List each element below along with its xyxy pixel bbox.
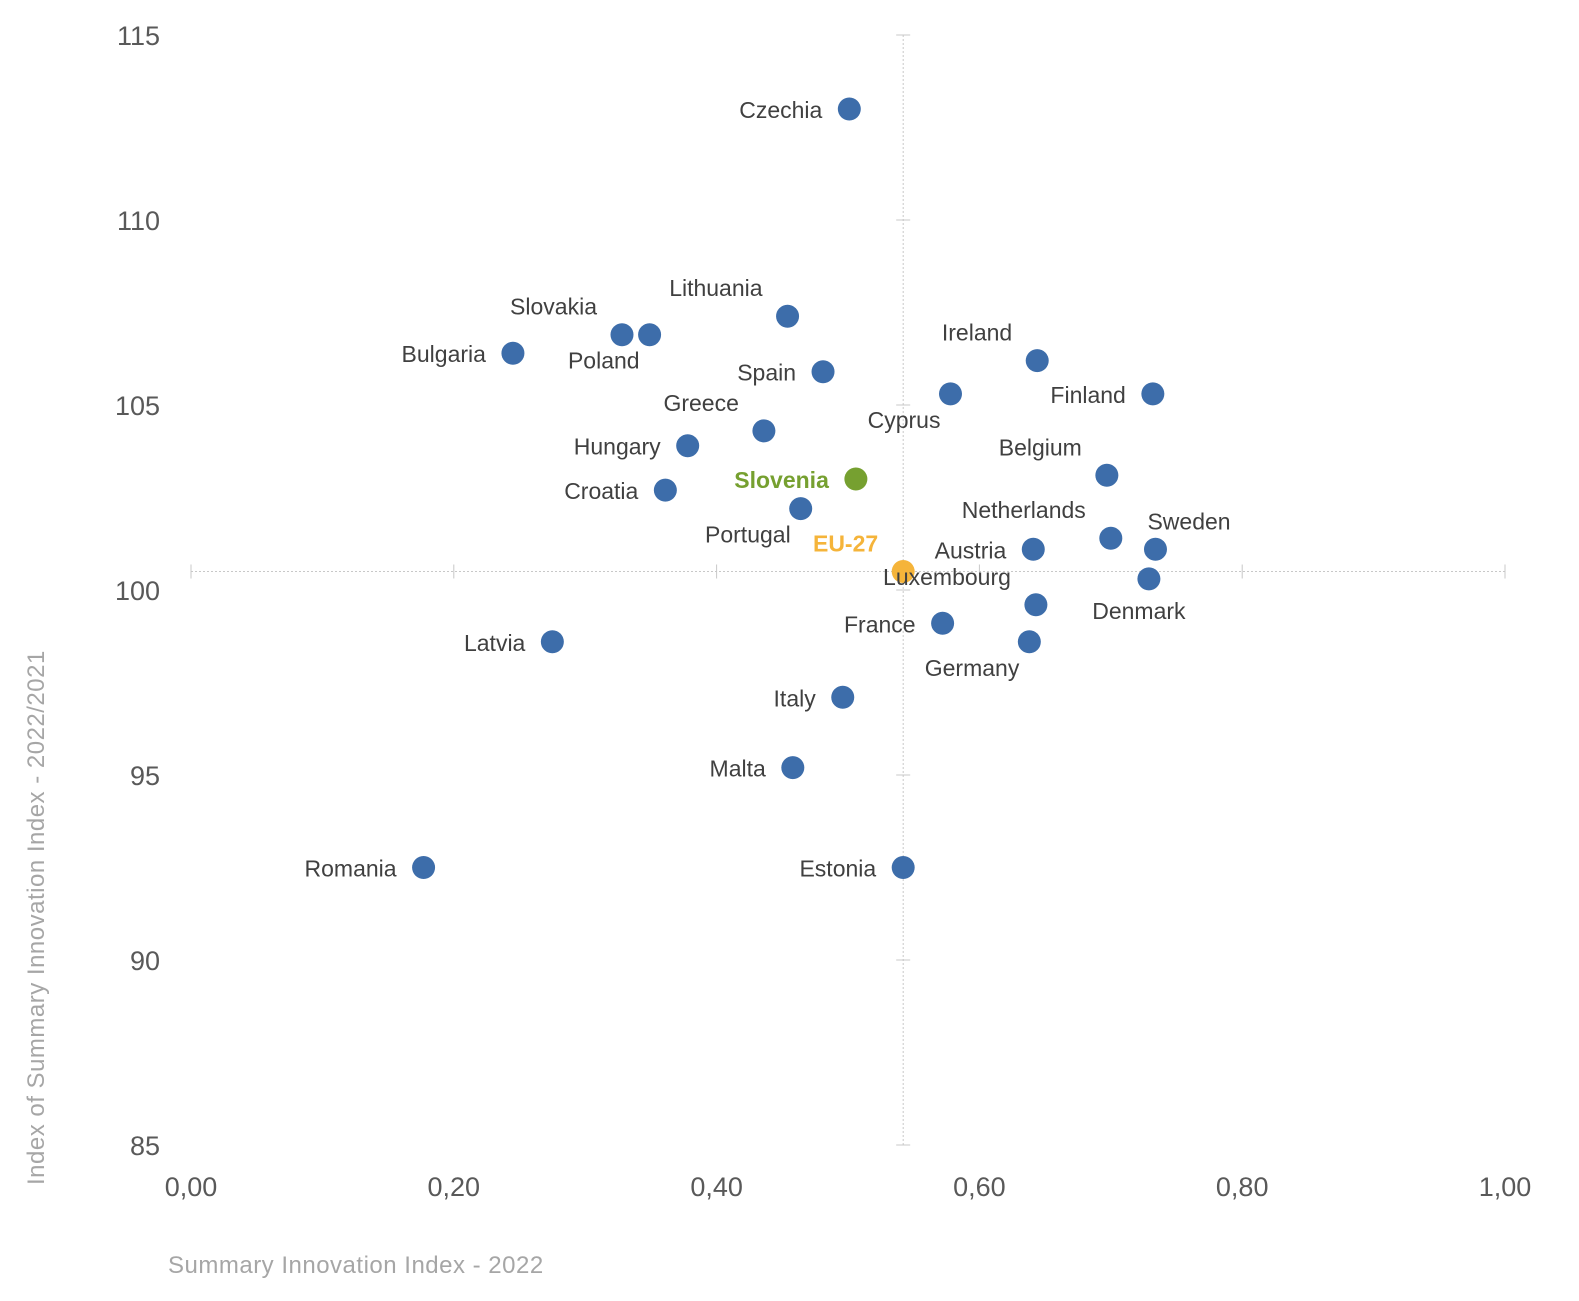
point-finland bbox=[1141, 382, 1165, 406]
label-bulgaria: Bulgaria bbox=[402, 341, 487, 367]
x-tick-label: 1,00 bbox=[1479, 1172, 1532, 1202]
point-czechia bbox=[837, 97, 861, 121]
label-czechia: Czechia bbox=[739, 97, 822, 123]
label-france: France bbox=[844, 611, 916, 637]
point-eu-27 bbox=[891, 560, 915, 583]
point-labels: Czechia Lithuania Slovakia Poland Bulgaria Ir… bbox=[305, 97, 1231, 882]
label-slovenia: Slovenia bbox=[734, 467, 829, 493]
point-romania bbox=[412, 856, 436, 879]
point-sweden bbox=[1143, 537, 1167, 561]
y-tick-label: 110 bbox=[117, 206, 160, 236]
x-tick-label: 0,60 bbox=[953, 1172, 1006, 1202]
point-austria bbox=[1021, 537, 1045, 561]
y-tick-label: 115 bbox=[117, 21, 160, 51]
point-greece bbox=[752, 419, 776, 443]
label-hungary: Hungary bbox=[574, 434, 661, 460]
label-malta: Malta bbox=[710, 756, 766, 782]
x-tick-label: 0,40 bbox=[690, 1172, 743, 1202]
label-romania: Romania bbox=[305, 856, 397, 882]
point-latvia bbox=[540, 630, 564, 654]
point-france bbox=[931, 611, 955, 635]
label-austria: Austria bbox=[935, 537, 1007, 563]
tick-labels: 0,00 0,20 0,40 0,60 0,80 1,00 85 90 95 100 105 110 1… bbox=[115, 21, 1531, 1202]
point-belgium bbox=[1095, 463, 1119, 487]
x-tick-label: 0,00 bbox=[165, 1172, 218, 1202]
y-tick-label: 100 bbox=[115, 576, 160, 606]
label-croatia: Croatia bbox=[564, 478, 638, 504]
point-malta bbox=[781, 756, 805, 780]
point-germany bbox=[1017, 630, 1041, 654]
label-slovakia: Slovakia bbox=[510, 294, 597, 320]
point-portugal bbox=[789, 497, 813, 521]
label-poland: Poland bbox=[568, 348, 640, 374]
label-eu-27: EU-27 bbox=[813, 531, 878, 557]
point-lithuania bbox=[776, 304, 800, 328]
y-tick-label: 95 bbox=[130, 761, 160, 791]
y-tick-label: 90 bbox=[130, 946, 160, 976]
label-latvia: Latvia bbox=[464, 630, 526, 656]
point-cyprus bbox=[938, 382, 962, 406]
label-denmark: Denmark bbox=[1092, 598, 1186, 624]
y-tick-label: 85 bbox=[130, 1131, 160, 1161]
y-tick-label: 105 bbox=[115, 391, 160, 421]
point-slovakia bbox=[610, 323, 634, 347]
label-greece: Greece bbox=[663, 390, 738, 416]
y-axis-title: Index of Summary Innovation Index - 2022… bbox=[23, 650, 50, 1185]
label-finland: Finland bbox=[1050, 382, 1125, 408]
label-germany: Germany bbox=[925, 655, 1020, 681]
point-luxembourg bbox=[1024, 593, 1048, 617]
label-cyprus: Cyprus bbox=[868, 407, 941, 433]
label-spain: Spain bbox=[737, 360, 796, 386]
label-italy: Italy bbox=[774, 685, 817, 711]
point-netherlands bbox=[1099, 526, 1123, 550]
point-bulgaria bbox=[501, 341, 525, 365]
label-portugal: Portugal bbox=[705, 522, 791, 548]
point-poland bbox=[638, 323, 662, 347]
point-italy bbox=[831, 685, 855, 709]
label-ireland: Ireland bbox=[942, 320, 1012, 346]
point-slovenia bbox=[844, 467, 868, 491]
point-denmark bbox=[1137, 567, 1161, 591]
data-points bbox=[412, 97, 1167, 879]
point-spain bbox=[811, 360, 835, 384]
label-belgium: Belgium bbox=[999, 434, 1082, 460]
label-netherlands: Netherlands bbox=[962, 497, 1086, 523]
point-estonia bbox=[891, 856, 915, 879]
label-estonia: Estonia bbox=[799, 856, 876, 882]
axes bbox=[190, 34, 1506, 1146]
point-croatia bbox=[653, 478, 677, 502]
label-sweden: Sweden bbox=[1147, 508, 1230, 534]
x-axis-title: Summary Innovation Index - 2022 bbox=[168, 1252, 544, 1279]
x-tick-label: 0,80 bbox=[1216, 1172, 1269, 1202]
point-ireland bbox=[1025, 349, 1049, 373]
label-luxembourg: Luxembourg bbox=[883, 564, 1011, 590]
label-lithuania: Lithuania bbox=[669, 275, 763, 301]
x-tick-label: 0,20 bbox=[428, 1172, 481, 1202]
point-hungary bbox=[676, 434, 700, 458]
